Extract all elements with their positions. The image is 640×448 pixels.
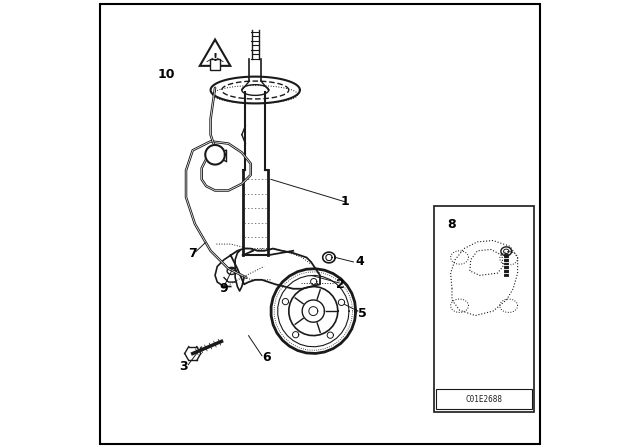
Circle shape: [205, 145, 225, 164]
Polygon shape: [200, 39, 230, 66]
Text: !: !: [212, 53, 218, 63]
Bar: [434, 206, 534, 412]
Text: 1: 1: [340, 195, 349, 208]
Text: 9: 9: [220, 282, 228, 295]
Bar: [436, 389, 532, 409]
Text: 3: 3: [179, 360, 188, 374]
Text: 2: 2: [336, 278, 344, 291]
Text: 10: 10: [157, 68, 175, 81]
Bar: [210, 59, 220, 70]
Text: C01E2688: C01E2688: [466, 395, 502, 404]
Text: 4: 4: [356, 255, 365, 268]
Text: 8: 8: [447, 217, 456, 231]
Text: 7: 7: [188, 246, 197, 259]
Text: 5: 5: [358, 307, 367, 320]
Text: 6: 6: [262, 352, 271, 365]
